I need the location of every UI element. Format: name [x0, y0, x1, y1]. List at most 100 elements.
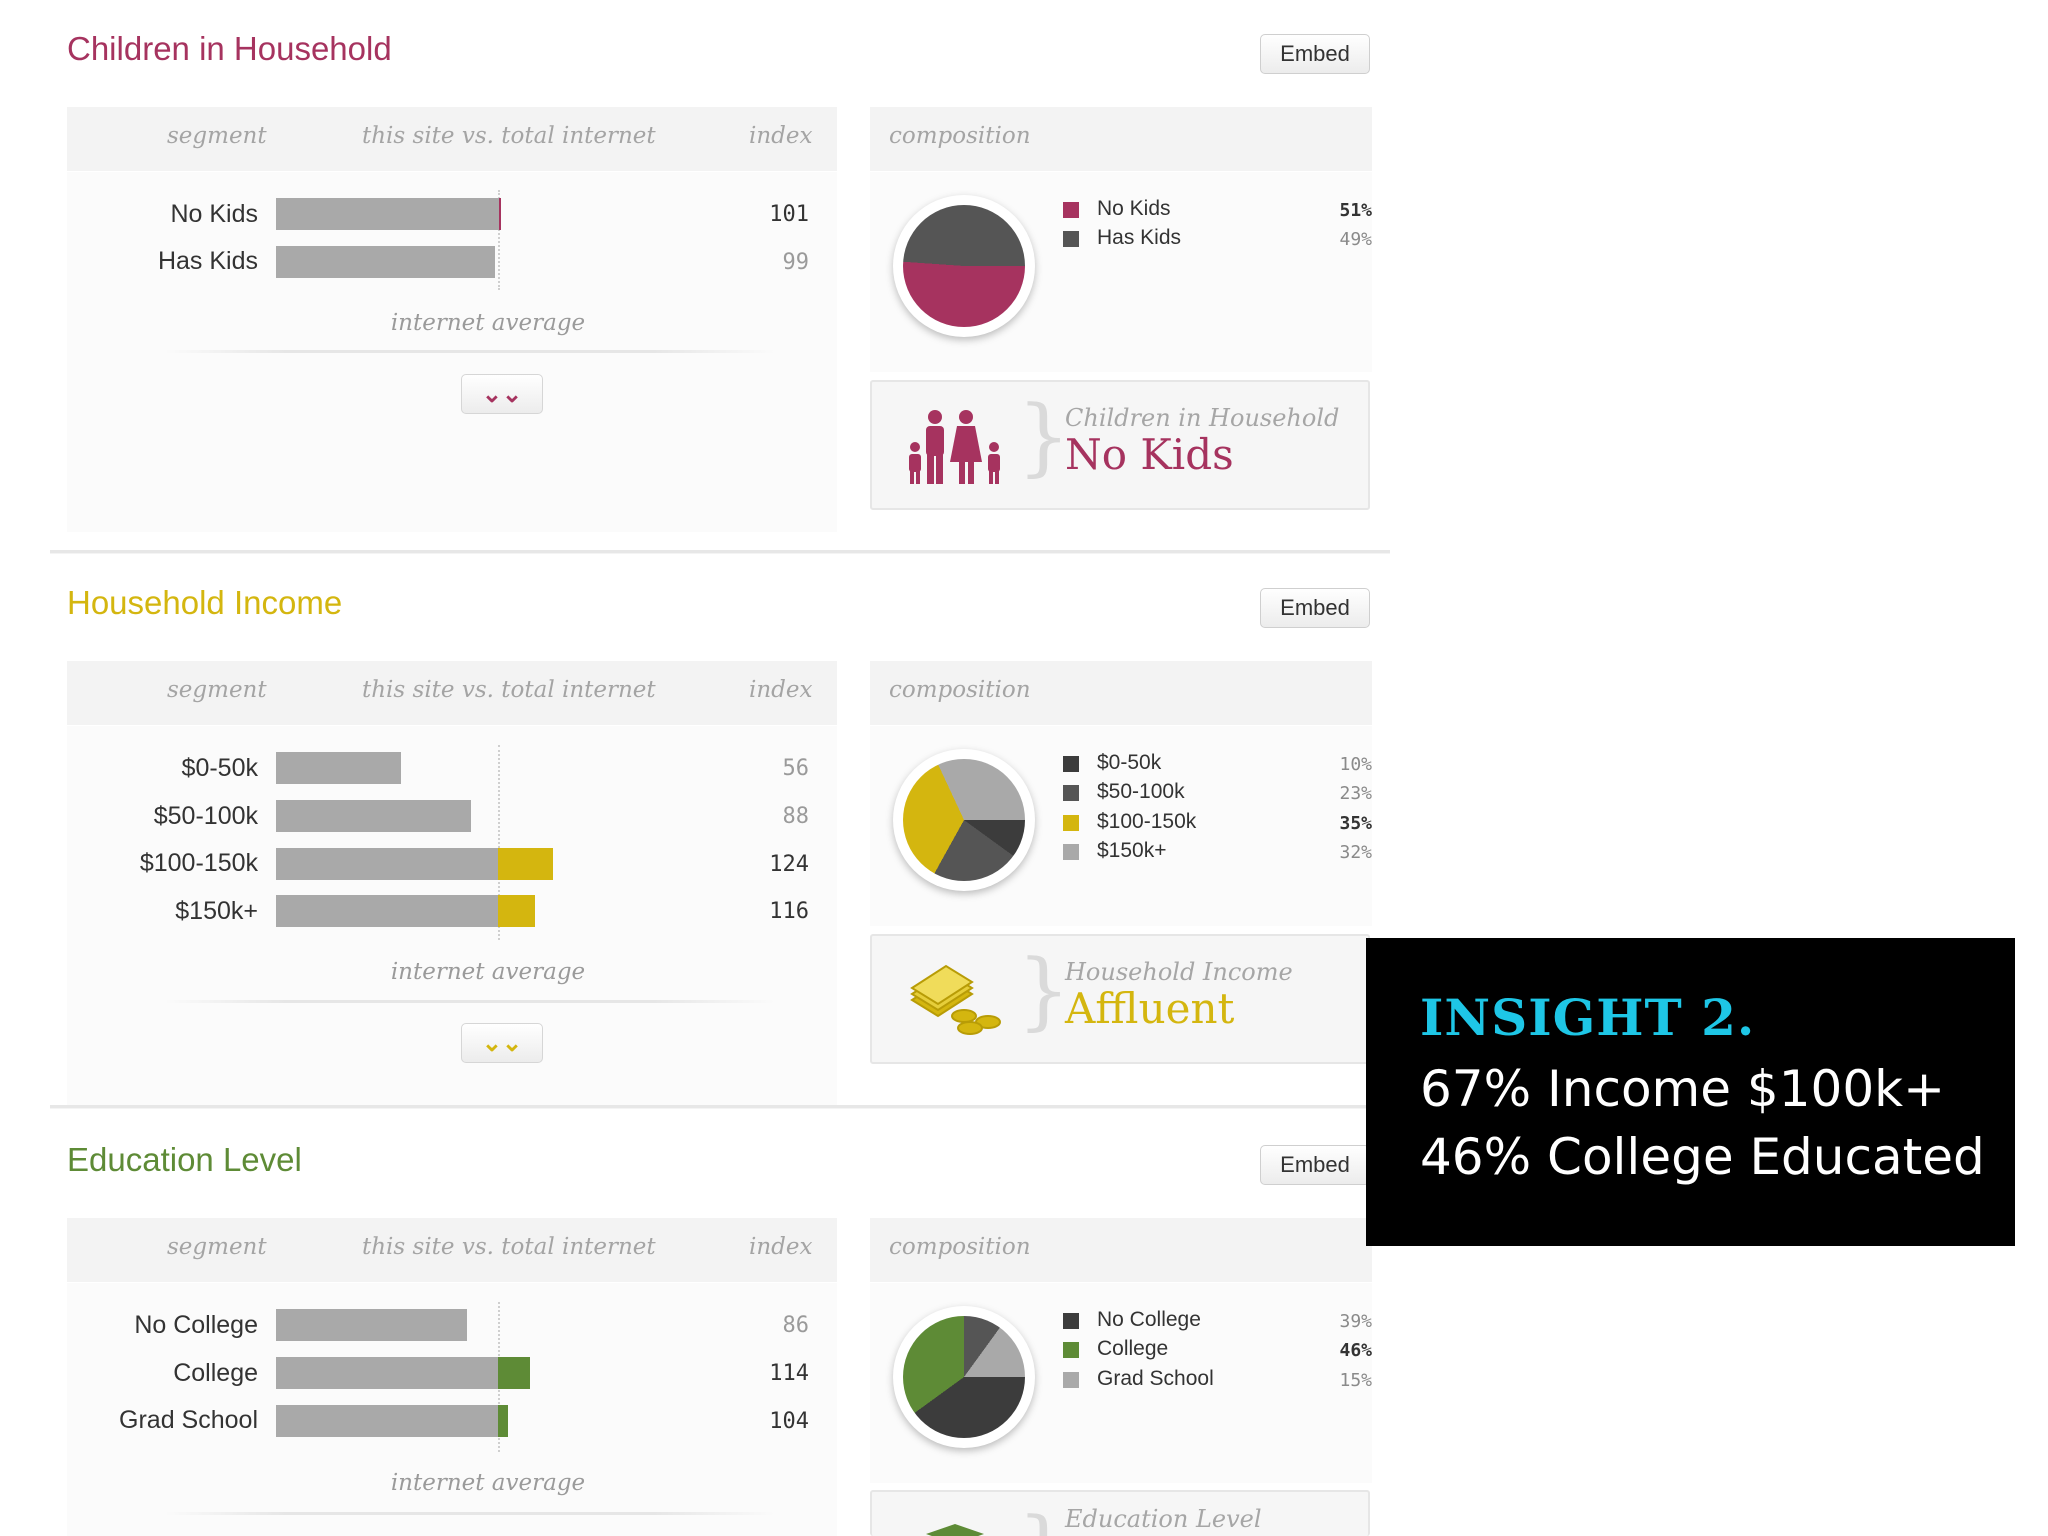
bar-site — [276, 800, 471, 832]
section-divider — [50, 550, 1390, 554]
legend-label: $0-50k — [1097, 751, 1162, 774]
family-icon — [906, 407, 1004, 492]
composition-header: composition — [870, 661, 1372, 725]
embed-button[interactable]: Embed — [1260, 588, 1370, 628]
row-label: College — [173, 1359, 258, 1387]
section-divider — [50, 1105, 1390, 1109]
expand-button[interactable]: ⌄⌄ — [461, 374, 543, 414]
legend-percent: 32% — [1339, 842, 1372, 863]
bar-above-average — [498, 895, 535, 927]
index-value: 104 — [769, 1409, 809, 1434]
bar-site — [276, 1405, 498, 1437]
legend-swatch — [1063, 1313, 1079, 1329]
legend-percent: 35% — [1339, 813, 1372, 834]
expand-button[interactable]: ⌄⌄ — [461, 1023, 543, 1063]
legend-percent: 49% — [1339, 229, 1372, 250]
embed-button[interactable]: Embed — [1260, 34, 1370, 74]
insight-callout: INSIGHT 2. 67% Income $100k+ 46% College… — [1366, 938, 2015, 1246]
average-divider — [165, 1512, 775, 1515]
brace-decoration: } — [1017, 941, 1071, 1039]
bar-site — [276, 752, 401, 784]
average-divider — [165, 350, 775, 353]
internet-average-line — [498, 745, 500, 940]
legend-percent: 10% — [1339, 754, 1372, 775]
row-label: $100-150k — [139, 849, 258, 877]
header-comparison: this site vs. total internet — [362, 123, 656, 149]
legend-label: $100-150k — [1097, 810, 1197, 833]
summary-card: } Children in Household No Kids — [870, 380, 1370, 510]
index-value: 124 — [769, 852, 809, 877]
bar-above-average — [498, 848, 553, 880]
embed-button[interactable]: Embed — [1260, 1145, 1370, 1185]
header-index: index — [749, 1234, 813, 1260]
legend-percent: 39% — [1339, 1311, 1372, 1332]
index-value: 116 — [769, 899, 809, 924]
summary-value: No Kids — [1065, 430, 1234, 479]
bar-site — [276, 246, 495, 278]
legend-label: $50-100k — [1097, 780, 1185, 803]
legend-label: No Kids — [1097, 197, 1171, 220]
legend-percent: 51% — [1339, 200, 1372, 221]
header-composition: composition — [889, 1234, 1031, 1260]
bar-above-average — [498, 1405, 508, 1437]
bar-site — [276, 895, 498, 927]
legend-percent: 46% — [1339, 1340, 1372, 1361]
row-label: Grad School — [119, 1406, 258, 1434]
header-comparison: this site vs. total internet — [362, 1234, 656, 1260]
row-label: $0-50k — [181, 754, 258, 782]
brace-decoration: } — [1017, 1506, 1070, 1536]
legend-label: Grad School — [1097, 1367, 1214, 1390]
row-label: $150k+ — [175, 897, 258, 925]
pie-chart — [893, 195, 1035, 337]
legend-swatch — [1063, 202, 1079, 218]
segment-table-header: segment this site vs. total internet ind… — [67, 1218, 837, 1282]
legend-swatch — [1063, 1342, 1079, 1358]
bar-above-average — [498, 1357, 530, 1389]
header-composition: composition — [889, 123, 1031, 149]
index-value: 88 — [782, 804, 810, 829]
average-divider — [165, 1000, 775, 1003]
legend-label: No College — [1097, 1308, 1201, 1331]
legend-swatch — [1063, 844, 1079, 860]
row-label: $50-100k — [153, 802, 258, 830]
bar-site — [276, 848, 498, 880]
bar-site — [276, 1357, 498, 1389]
legend-percent: 15% — [1339, 1370, 1372, 1391]
index-value: 114 — [769, 1361, 809, 1386]
insight-line: 46% College Educated — [1420, 1128, 1985, 1186]
bar-site — [276, 198, 499, 230]
chevron-double-down-icon: ⌄⌄ — [481, 380, 523, 408]
header-segment: segment — [167, 677, 267, 703]
internet-average-label: internet average — [390, 959, 586, 985]
legend-label: Has Kids — [1097, 226, 1182, 249]
legend-swatch — [1063, 785, 1079, 801]
index-value: 99 — [782, 250, 810, 275]
header-segment: segment — [167, 123, 267, 149]
summary-category: Education Level — [1065, 1505, 1262, 1533]
pie-chart-fill — [903, 1316, 1025, 1438]
section-title: Children in Household — [67, 30, 392, 67]
segment-table-header: segment this site vs. total internet ind… — [67, 661, 837, 725]
header-index: index — [749, 123, 813, 149]
legend-percent: 23% — [1339, 783, 1372, 804]
summary-category: Household Income — [1065, 958, 1293, 986]
legend-swatch — [1063, 756, 1079, 772]
legend-swatch — [1063, 1372, 1079, 1388]
internet-average-label: internet average — [390, 310, 586, 336]
summary-card: } Education Level — [870, 1490, 1370, 1536]
graduation-icon — [906, 1524, 1004, 1536]
internet-average-label: internet average — [390, 1470, 586, 1496]
summary-card: } Household Income Affluent — [870, 934, 1370, 1064]
bar-site — [276, 1309, 467, 1341]
legend-swatch — [1063, 231, 1079, 247]
insight-line: 67% Income $100k+ — [1420, 1060, 1945, 1118]
header-segment: segment — [167, 1234, 267, 1260]
insight-title: INSIGHT 2. — [1420, 988, 1756, 1047]
legend-label: College — [1097, 1337, 1169, 1360]
row-label: No Kids — [170, 200, 258, 228]
composition-header: composition — [870, 1218, 1372, 1282]
index-value: 56 — [782, 756, 810, 781]
summary-category: Children in Household — [1065, 404, 1340, 432]
section-title: Household Income — [67, 584, 343, 621]
row-label: No College — [134, 1311, 258, 1339]
